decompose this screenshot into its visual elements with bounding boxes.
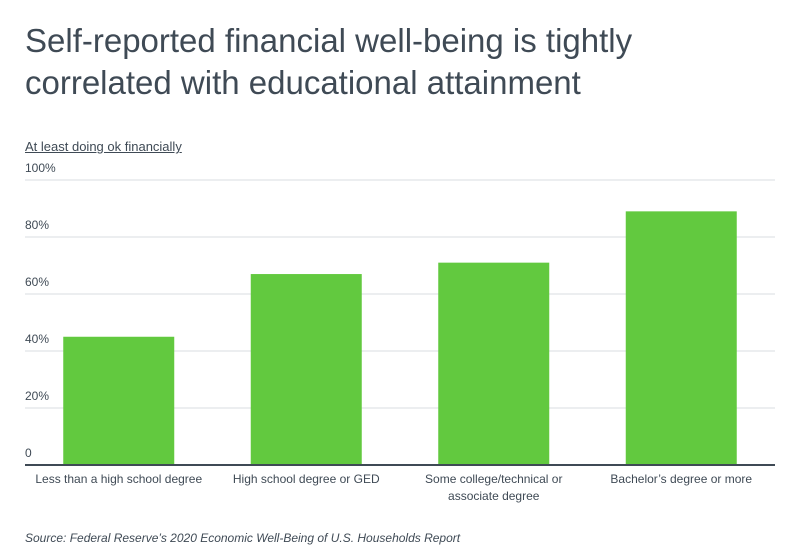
x-tick-label: High school degree or GED: [233, 472, 380, 486]
y-tick-label: 40%: [25, 332, 49, 346]
y-tick-label: 60%: [25, 275, 49, 289]
chart-title: Self-reported financial well-being is ti…: [25, 22, 633, 101]
y-tick-label: 100%: [25, 161, 56, 175]
bar: [438, 262, 550, 465]
bar: [625, 211, 737, 465]
x-tick-label: associate degree: [448, 489, 540, 503]
x-tick-label: Some college/technical or: [425, 472, 562, 486]
x-tick-label: Bachelor’s degree or more: [610, 472, 752, 486]
x-tick-label: Less than a high school degree: [35, 472, 202, 486]
y-axis-label: At least doing ok financially: [25, 139, 182, 154]
y-tick-label: 0: [25, 446, 32, 460]
y-tick-label: 80%: [25, 218, 49, 232]
bar: [63, 336, 175, 465]
bar: [250, 274, 362, 465]
bar-chart: 0 20% 40% 60% 80% 100% Less than a high school…: [25, 161, 775, 503]
y-tick-label: 20%: [25, 389, 49, 403]
source-note: Source: Federal Reserve’s 2020 Economic …: [25, 531, 461, 545]
